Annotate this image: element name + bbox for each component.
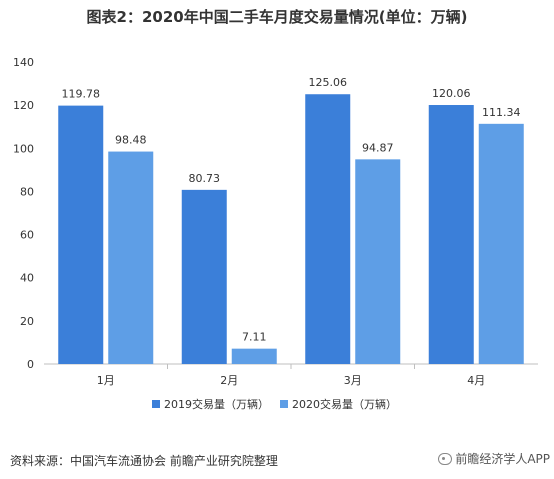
watermark: 前瞻经济学人APP (438, 450, 550, 467)
legend-swatch-2020 (280, 400, 288, 408)
y-tick-label: 120 (13, 99, 34, 112)
bar-2019 (181, 189, 227, 364)
x-tick-label: 4月 (467, 374, 485, 387)
x-tick-label: 3月 (344, 374, 362, 387)
x-tick-label: 2月 (220, 374, 238, 387)
chart-title: 图表2：2020年中国二手车月度交易量情况(单位：万辆) (86, 8, 468, 26)
data-label: 80.73 (189, 172, 221, 185)
data-label: 94.87 (362, 141, 394, 154)
data-label: 98.48 (115, 134, 147, 147)
x-tick-label: 1月 (97, 374, 115, 387)
y-tick-label: 60 (20, 229, 34, 242)
source-note: 资料来源：中国汽车流通协会 前瞻产业研究院整理 (10, 454, 278, 468)
bar-2020 (478, 123, 524, 364)
data-label: 7.11 (242, 331, 267, 344)
data-label: 120.06 (432, 87, 471, 100)
bar-2019 (428, 105, 474, 364)
watermark-text: 前瞻经济学人APP (455, 452, 550, 466)
bar-2020 (355, 159, 401, 364)
bar-2020 (231, 348, 277, 364)
y-tick-label: 40 (20, 272, 34, 285)
legend-label-2020: 2020交易量（万辆） (292, 397, 397, 411)
wechat-icon (438, 452, 453, 465)
y-tick-label: 0 (27, 358, 34, 371)
data-label: 119.78 (62, 88, 101, 101)
legend-swatch-2019 (152, 400, 160, 408)
bar-2019 (305, 94, 351, 364)
data-label: 125.06 (309, 76, 348, 89)
y-tick-label: 140 (13, 56, 34, 69)
y-tick-label: 20 (20, 315, 34, 328)
y-tick-label: 100 (13, 142, 34, 155)
data-label: 111.34 (482, 106, 521, 119)
legend-label-2019: 2019交易量（万辆） (164, 397, 269, 411)
y-tick-label: 80 (20, 185, 34, 198)
bar-2019 (58, 105, 104, 364)
bar-2020 (108, 151, 154, 364)
